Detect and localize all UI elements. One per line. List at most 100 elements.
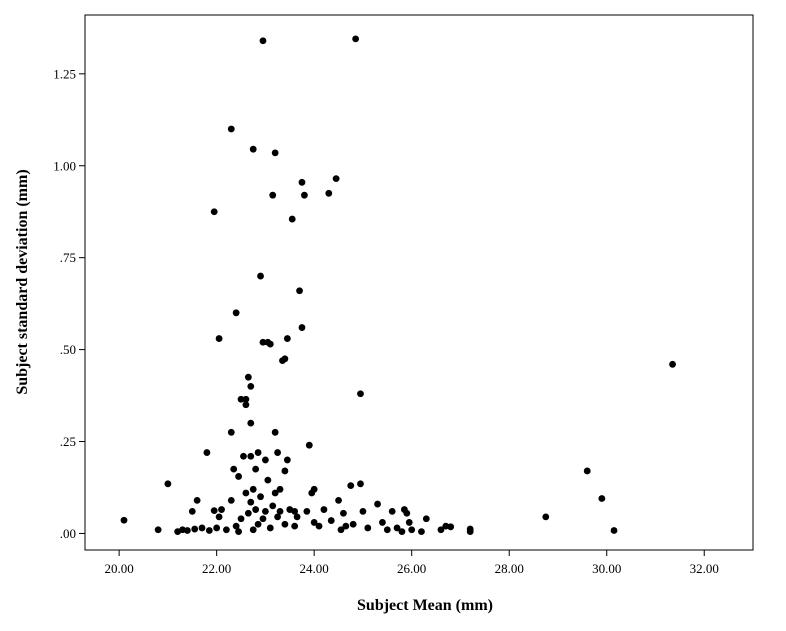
data-point	[242, 401, 250, 409]
data-points	[120, 35, 676, 536]
data-point	[198, 524, 206, 532]
data-point	[235, 473, 242, 480]
data-point	[266, 524, 274, 532]
data-point	[203, 449, 211, 456]
data-point	[210, 507, 218, 515]
data-point	[447, 523, 455, 531]
x-tick-label: 28.00	[495, 561, 524, 576]
data-point	[408, 526, 416, 534]
data-point	[349, 520, 357, 528]
data-point	[274, 449, 281, 456]
x-tick-label: 32.00	[690, 561, 719, 576]
data-point	[398, 528, 406, 536]
data-point	[301, 191, 308, 199]
data-point	[164, 480, 172, 488]
data-point	[227, 496, 235, 504]
data-point	[120, 516, 128, 524]
data-point	[542, 513, 550, 521]
y-axis: .00 .25 .50 .75 1.00 1.25	[53, 66, 85, 541]
data-point	[215, 335, 223, 342]
data-point	[291, 522, 299, 530]
data-point	[393, 524, 401, 532]
data-point	[283, 456, 291, 464]
data-point	[249, 485, 257, 493]
data-point	[213, 524, 221, 532]
y-tick-label: .50	[60, 342, 76, 357]
data-point	[283, 335, 291, 342]
data-point	[191, 525, 199, 533]
x-tick-label: 26.00	[397, 561, 426, 576]
data-point	[218, 506, 225, 513]
data-point	[347, 482, 355, 490]
data-point	[320, 506, 328, 513]
data-point	[262, 507, 269, 515]
data-point	[357, 390, 364, 398]
data-point	[252, 465, 260, 473]
data-point	[342, 522, 350, 530]
data-point	[227, 125, 235, 133]
data-point	[374, 500, 381, 508]
data-point	[340, 509, 347, 517]
data-point	[235, 528, 242, 536]
data-point	[247, 498, 255, 506]
data-point	[598, 495, 606, 502]
x-axis-title: Subject Mean (mm)	[357, 597, 493, 614]
data-point	[403, 509, 411, 517]
x-tick-label: 22.00	[202, 561, 231, 576]
data-point	[276, 507, 284, 515]
data-point	[262, 456, 269, 464]
data-point	[210, 208, 218, 216]
data-point	[249, 526, 257, 534]
data-point	[310, 519, 318, 526]
data-point	[335, 496, 342, 504]
data-point	[264, 476, 272, 484]
data-point	[418, 528, 425, 536]
data-point	[305, 441, 313, 449]
data-point	[357, 480, 364, 488]
data-point	[422, 515, 430, 523]
data-point	[269, 191, 277, 199]
data-point	[259, 515, 267, 523]
data-point	[271, 489, 279, 497]
data-point	[281, 355, 289, 363]
data-point	[247, 382, 255, 390]
data-point	[315, 522, 323, 530]
data-point	[242, 489, 250, 497]
data-point	[230, 465, 238, 473]
data-point	[232, 522, 240, 530]
data-point	[259, 37, 267, 45]
data-point	[310, 485, 318, 493]
data-point	[281, 467, 289, 475]
data-point	[466, 528, 474, 536]
data-point	[327, 517, 335, 524]
data-point	[303, 507, 311, 515]
data-point	[223, 526, 230, 534]
data-point	[291, 507, 299, 515]
data-point	[254, 520, 262, 528]
x-tick-label: 20.00	[105, 561, 134, 576]
data-point	[437, 526, 445, 534]
data-point	[205, 527, 213, 534]
data-point	[359, 507, 367, 515]
x-axis: 20.00 22.00 24.00 26.00 28.00 30.00 32.00	[105, 550, 719, 576]
data-point	[610, 527, 618, 534]
data-point	[271, 149, 279, 157]
data-point	[232, 309, 240, 317]
data-point	[298, 324, 306, 331]
data-point	[254, 449, 262, 456]
data-point	[269, 502, 277, 510]
data-point	[271, 428, 279, 436]
data-point	[244, 373, 252, 381]
data-point	[257, 493, 264, 501]
data-point	[296, 287, 303, 295]
data-point	[379, 519, 386, 526]
data-point	[325, 189, 333, 197]
data-point	[240, 452, 247, 460]
data-point	[332, 175, 340, 183]
data-point	[247, 419, 255, 427]
data-point	[288, 215, 296, 223]
data-point	[259, 338, 267, 346]
data-point	[293, 513, 301, 521]
